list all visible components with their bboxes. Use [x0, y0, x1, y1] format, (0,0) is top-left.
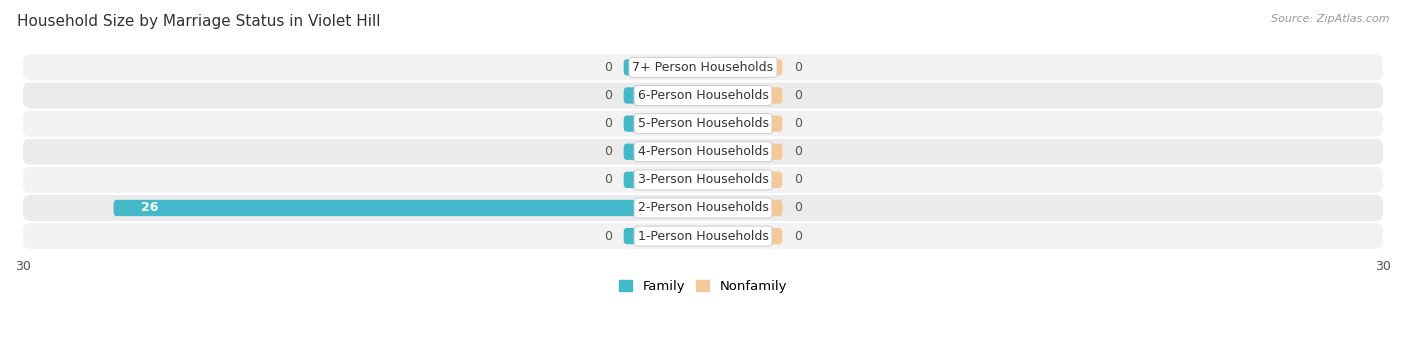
Text: 4-Person Households: 4-Person Households: [637, 145, 769, 158]
FancyBboxPatch shape: [22, 139, 1384, 165]
Text: 2-Person Households: 2-Person Households: [637, 202, 769, 214]
Text: 0: 0: [605, 173, 613, 186]
Text: Source: ZipAtlas.com: Source: ZipAtlas.com: [1271, 14, 1389, 24]
FancyBboxPatch shape: [703, 172, 782, 188]
FancyBboxPatch shape: [703, 116, 782, 132]
Text: 0: 0: [793, 145, 801, 158]
Text: 0: 0: [793, 229, 801, 242]
FancyBboxPatch shape: [703, 59, 782, 76]
Text: 0: 0: [793, 117, 801, 130]
Text: 5-Person Households: 5-Person Households: [637, 117, 769, 130]
FancyBboxPatch shape: [703, 200, 782, 216]
FancyBboxPatch shape: [624, 228, 703, 244]
FancyBboxPatch shape: [22, 111, 1384, 136]
Text: Household Size by Marriage Status in Violet Hill: Household Size by Marriage Status in Vio…: [17, 14, 381, 29]
FancyBboxPatch shape: [22, 223, 1384, 249]
FancyBboxPatch shape: [22, 83, 1384, 108]
Text: 0: 0: [605, 61, 613, 74]
Text: 0: 0: [793, 61, 801, 74]
FancyBboxPatch shape: [703, 144, 782, 160]
FancyBboxPatch shape: [22, 195, 1384, 221]
Text: 0: 0: [605, 145, 613, 158]
FancyBboxPatch shape: [624, 87, 703, 104]
FancyBboxPatch shape: [624, 172, 703, 188]
Text: 0: 0: [605, 117, 613, 130]
Text: 26: 26: [141, 202, 159, 214]
FancyBboxPatch shape: [114, 200, 703, 216]
Text: 0: 0: [793, 173, 801, 186]
Legend: Family, Nonfamily: Family, Nonfamily: [619, 280, 787, 293]
FancyBboxPatch shape: [703, 87, 782, 104]
Text: 0: 0: [793, 202, 801, 214]
FancyBboxPatch shape: [703, 228, 782, 244]
Text: 0: 0: [605, 89, 613, 102]
FancyBboxPatch shape: [624, 144, 703, 160]
Text: 3-Person Households: 3-Person Households: [637, 173, 769, 186]
Text: 1-Person Households: 1-Person Households: [637, 229, 769, 242]
FancyBboxPatch shape: [22, 55, 1384, 80]
Text: 0: 0: [793, 89, 801, 102]
Text: 0: 0: [605, 229, 613, 242]
Text: 7+ Person Households: 7+ Person Households: [633, 61, 773, 74]
FancyBboxPatch shape: [22, 167, 1384, 193]
FancyBboxPatch shape: [624, 59, 703, 76]
Text: 6-Person Households: 6-Person Households: [637, 89, 769, 102]
FancyBboxPatch shape: [624, 116, 703, 132]
